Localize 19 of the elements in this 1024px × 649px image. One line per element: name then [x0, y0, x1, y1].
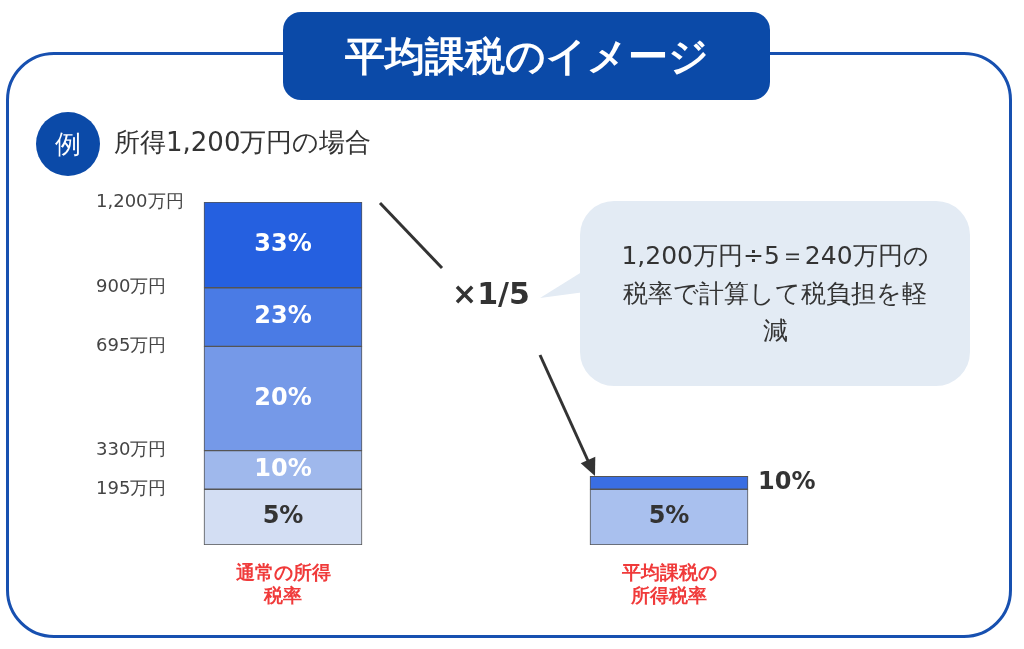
y-tick-label: 195万円 [96, 476, 167, 498]
series-label: 33% [254, 229, 312, 258]
series-label: 20% [254, 382, 312, 411]
x-tick-label: 通常の所得税率 [234, 561, 331, 607]
annotation: ×1/5 [452, 276, 530, 311]
y-tick-label: 695万円 [96, 334, 167, 356]
text: 5% [648, 501, 690, 530]
x-tick-label: 平均課税の所得税率 [620, 561, 717, 607]
speech-bubble: 1,200万円÷5＝240万円の税率で計算して税負担を軽減 [580, 201, 970, 386]
y-tick-label: 900万円 [96, 275, 167, 297]
text: 10% [758, 467, 816, 496]
chart-title: 平均課税のイメージ [283, 12, 770, 100]
text: 例 [36, 112, 100, 176]
series-label: 23% [254, 301, 312, 330]
series-label: 10% [254, 454, 312, 483]
series-label: 5% [262, 501, 304, 530]
chart-subtitle: 所得1,200万円の場合 [114, 126, 372, 159]
y-tick-label: 1,200万円 [96, 189, 184, 211]
y-tick-label: 330万円 [96, 438, 167, 460]
